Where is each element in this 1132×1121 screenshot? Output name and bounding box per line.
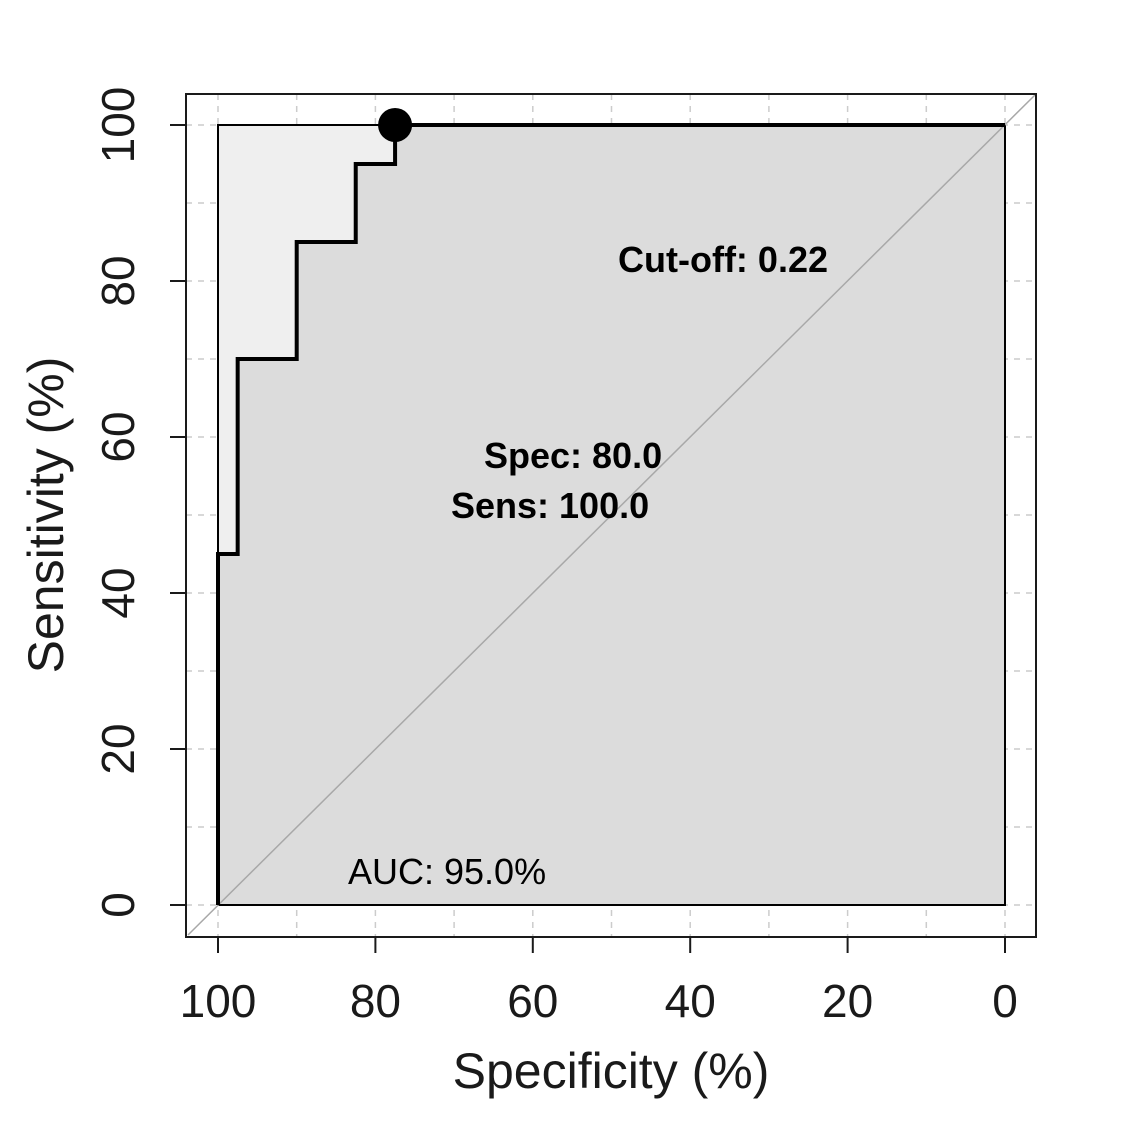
x-tick-label: 20 — [822, 975, 873, 1027]
tick-layer: 100 80 60 40 20 0 0 20 40 60 80 100 — [92, 87, 1018, 1027]
y-tick-label: 80 — [92, 255, 144, 306]
x-tick-label: 80 — [350, 975, 401, 1027]
specificity-annotation: Spec: 80.0 — [484, 435, 662, 476]
x-tick-label: 0 — [992, 975, 1018, 1027]
plot-frame — [185, 93, 1037, 938]
x-axis-title: Specificity (%) — [453, 1043, 770, 1099]
cutoff-annotation: Cut-off: 0.22 — [618, 239, 828, 280]
roc-curve-line — [216, 123, 1005, 905]
y-tick-label: 20 — [92, 723, 144, 774]
optimal-cutoff-point — [378, 108, 413, 142]
y-tick-label: 0 — [92, 892, 144, 918]
y-tick-label: 60 — [92, 411, 144, 462]
y-tick-label: 100 — [92, 87, 144, 164]
x-tick-label: 60 — [507, 975, 558, 1027]
auc-annotation: AUC: 95.0% — [348, 851, 546, 892]
y-tick-label: 40 — [92, 567, 144, 618]
x-tick-label: 100 — [180, 975, 257, 1027]
curve-layer — [187, 94, 1036, 936]
y-axis-title: Sensitivity (%) — [18, 357, 74, 674]
sensitivity-annotation: Sens: 100.0 — [451, 485, 649, 526]
x-tick-label: 40 — [665, 975, 716, 1027]
reference-diagonal-line — [187, 94, 1036, 936]
